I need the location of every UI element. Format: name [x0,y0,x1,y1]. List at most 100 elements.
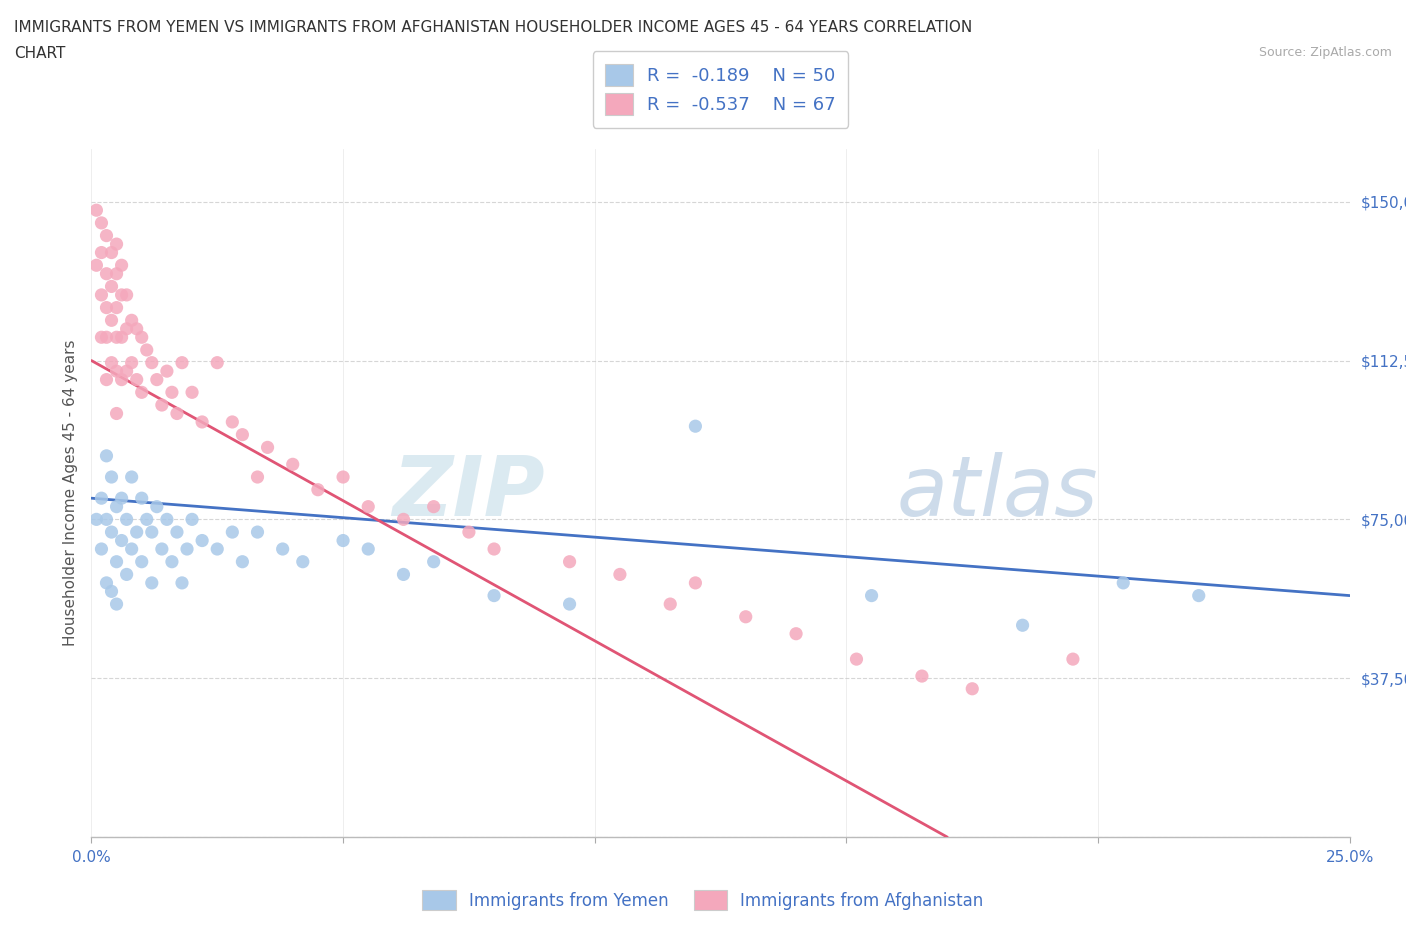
Point [141,525,163,539]
Point [271,541,294,556]
Point [150,398,173,413]
Point [90,246,112,260]
Point [332,533,354,548]
Point [166,406,188,421]
Point [205,541,228,556]
Point [110,330,132,345]
Text: Source: ZipAtlas.com: Source: ZipAtlas.com [1258,46,1392,59]
Point [1011,618,1033,632]
Point [332,470,354,485]
Point [105,597,128,612]
Point [96,372,118,387]
Point [457,525,479,539]
Point [166,525,188,539]
Point [131,330,153,345]
Point [86,258,108,272]
Point [100,355,122,370]
Point [845,652,868,667]
Point [246,525,269,539]
Point [422,499,444,514]
Point [115,287,138,302]
Legend: R =  -0.189    N = 50, R =  -0.537    N = 67: R = -0.189 N = 50, R = -0.537 N = 67 [593,51,848,127]
Point [156,512,179,526]
Point [911,669,934,684]
Point [1062,652,1084,667]
Point [96,330,118,345]
Point [96,266,118,281]
Point [90,287,112,302]
Point [96,300,118,315]
Point [90,330,112,345]
Point [121,355,143,370]
Text: atlas: atlas [897,452,1098,534]
Point [141,355,163,370]
Point [170,355,193,370]
Point [105,406,128,421]
Point [135,512,157,526]
Point [1188,588,1211,603]
Point [160,554,183,569]
Point [100,312,122,327]
Point [160,385,183,400]
Point [176,541,198,556]
Point [482,588,505,603]
Point [96,512,118,526]
Point [96,228,118,243]
Point [422,554,444,569]
Point [231,427,253,442]
Point [121,470,143,485]
Point [100,470,122,485]
Point [115,364,138,379]
Point [105,554,128,569]
Point [156,364,179,379]
Point [609,567,631,582]
Point [734,609,756,624]
Point [135,342,157,357]
Point [150,541,173,556]
Point [105,236,128,251]
Point [125,322,148,337]
Point [181,512,204,526]
Point [558,597,581,612]
Point [125,372,148,387]
Point [256,440,278,455]
Point [170,576,193,591]
Point [291,554,314,569]
Point [221,415,243,430]
Point [86,512,108,526]
Point [146,372,169,387]
Point [685,576,707,591]
Point [100,246,122,260]
Point [100,279,122,294]
Point [246,470,269,485]
Point [100,584,122,599]
Point [962,682,984,697]
Point [115,322,138,337]
Point [191,533,214,548]
Point [231,554,253,569]
Point [90,541,112,556]
Point [146,499,169,514]
Point [191,415,214,430]
Point [181,385,204,400]
Point [685,418,707,433]
Point [115,567,138,582]
Point [105,364,128,379]
Y-axis label: Householder Income Ages 45 - 64 years: Householder Income Ages 45 - 64 years [62,339,77,646]
Point [392,567,415,582]
Point [115,512,138,526]
Point [121,312,143,327]
Point [100,525,122,539]
Point [558,554,581,569]
Point [281,457,304,472]
Point [392,512,415,526]
Point [785,626,807,641]
Point [1112,576,1135,591]
Text: IMMIGRANTS FROM YEMEN VS IMMIGRANTS FROM AFGHANISTAN HOUSEHOLDER INCOME AGES 45 : IMMIGRANTS FROM YEMEN VS IMMIGRANTS FROM… [14,20,973,35]
Point [110,372,132,387]
Point [105,499,128,514]
Point [125,525,148,539]
Point [357,499,380,514]
Point [205,355,228,370]
Point [121,541,143,556]
